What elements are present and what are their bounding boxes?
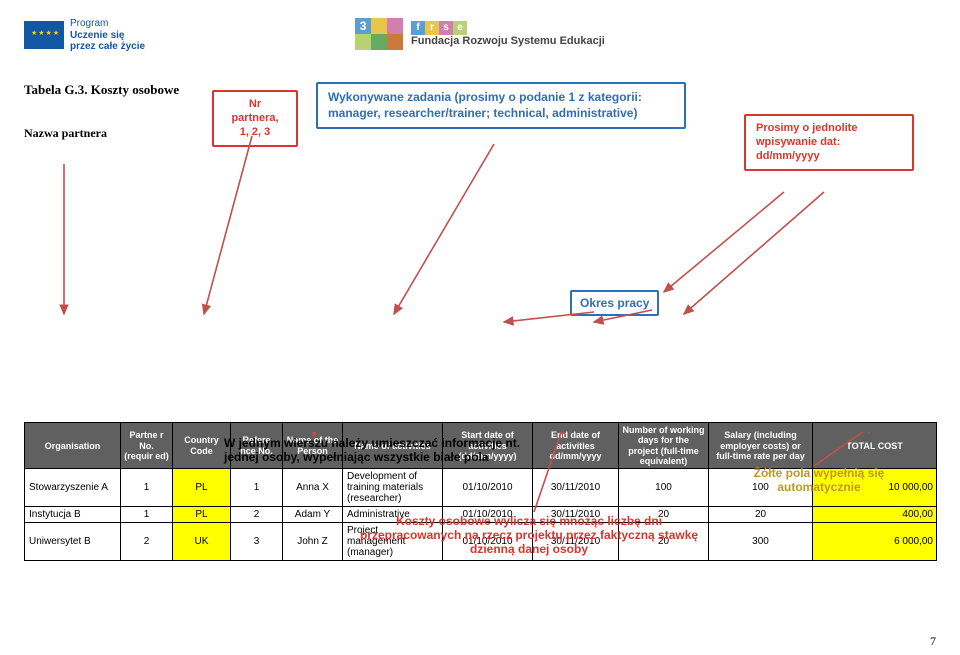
program-l2: Uczenie się <box>70 30 145 42</box>
logo-program: Program Uczenie się przez całe życie <box>24 18 145 53</box>
callout-prosimy: Prosimy o jednolite wpisywanie dat: dd/m… <box>744 114 914 171</box>
frse-e: e <box>453 21 467 35</box>
callout-wykonywane: Wykonywane zadania (prosimy o podanie 1 … <box>316 82 686 129</box>
page-number: 7 <box>930 634 936 649</box>
frse-r: r <box>425 21 439 35</box>
note-black: W jednym wierszu należy umieszczać infor… <box>224 436 554 464</box>
callout-nr-partnera: Nr partnera, 1, 2, 3 <box>212 90 298 147</box>
frse-name: Fundacja Rozwoju Systemu Edukacji <box>411 35 605 47</box>
eu-flag-icon <box>24 21 64 49</box>
header-logos: Program Uczenie się przez całe życie 3 f… <box>24 18 936 76</box>
note-red: Koszty osobowe wylicza się mnożąc liczbę… <box>354 514 704 556</box>
logo-frse: 3 f r s e Fundacja Rozwoju Systemu Eduka… <box>355 18 605 50</box>
program-l3: przez całe życie <box>70 41 145 53</box>
frse-s: s <box>439 21 453 35</box>
frse-f: f <box>411 21 425 35</box>
callout-okres: Okres pracy <box>570 290 659 316</box>
program-l1: Program <box>70 18 145 30</box>
note-yellow: Żółte pola wypełnią się automatycznie <box>724 466 914 494</box>
